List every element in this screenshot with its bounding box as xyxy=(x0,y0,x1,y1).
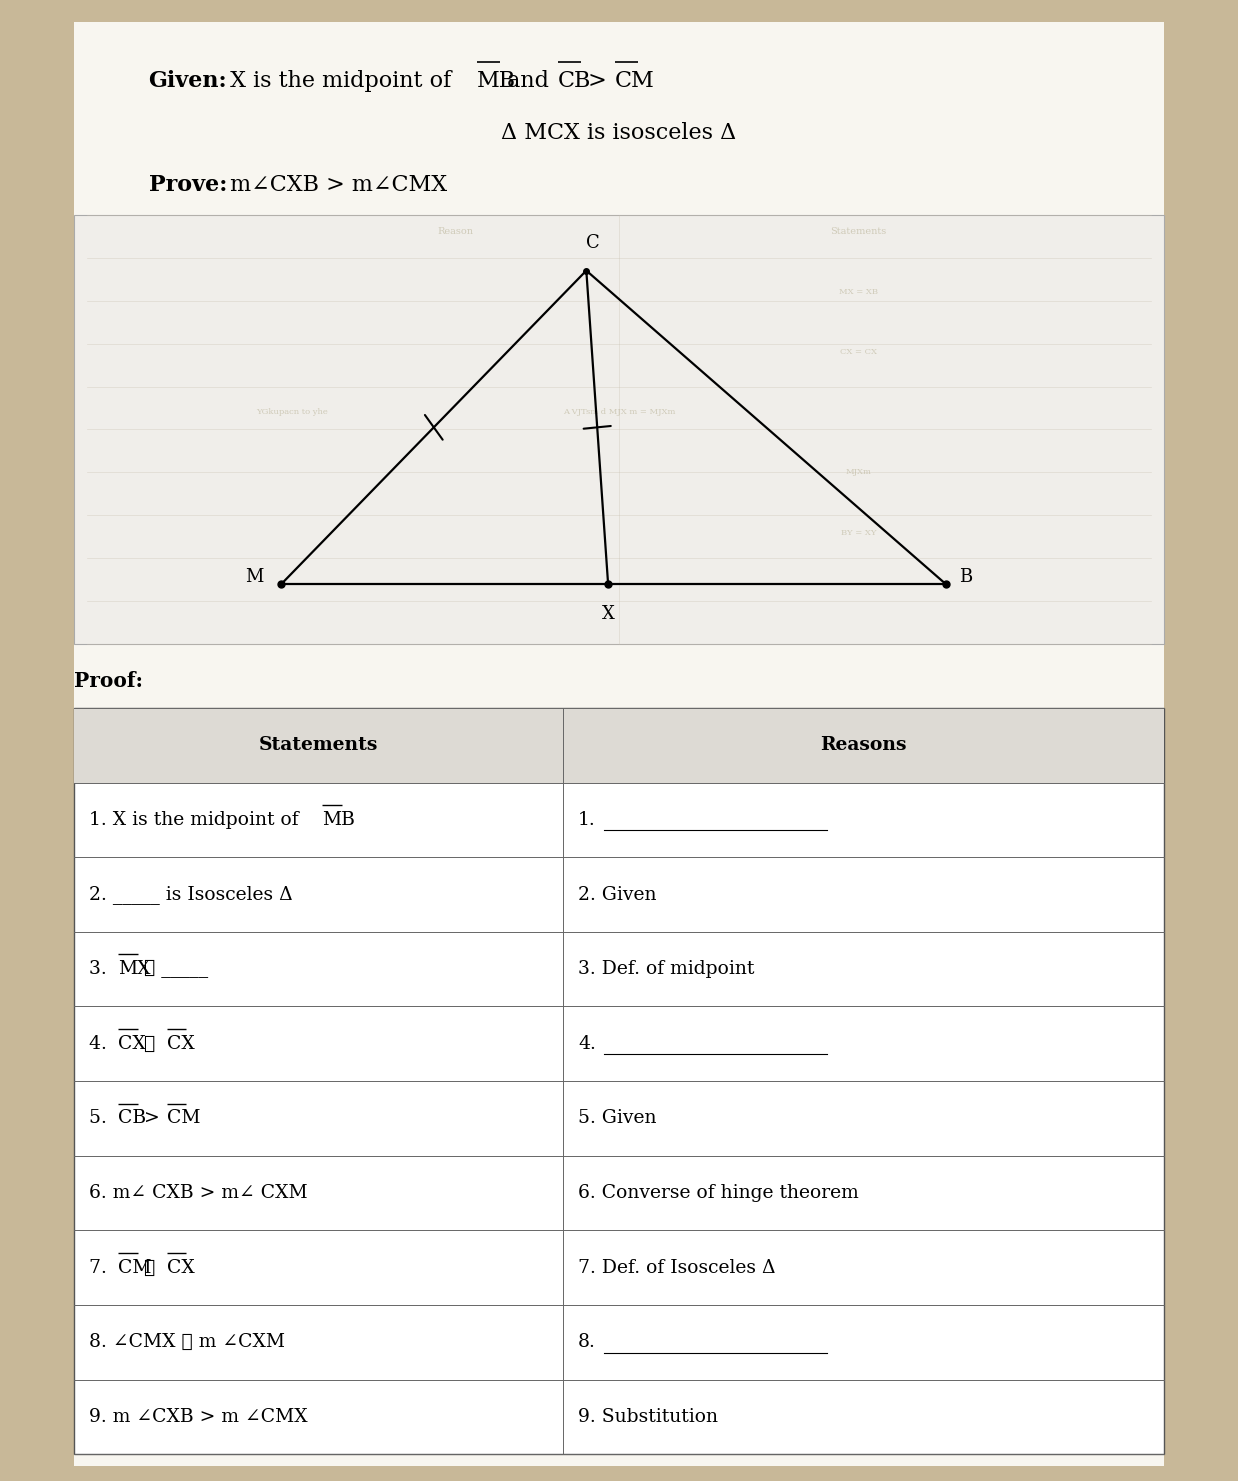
Text: Given:: Given: xyxy=(149,71,228,92)
Text: 5. Given: 5. Given xyxy=(578,1109,656,1127)
Text: M: M xyxy=(245,567,264,585)
Text: 9. m ∠CXB > m ∠CMX: 9. m ∠CXB > m ∠CMX xyxy=(89,1408,308,1426)
Text: CM: CM xyxy=(615,71,655,92)
Text: 4.: 4. xyxy=(578,1035,595,1053)
Text: CX: CX xyxy=(167,1259,194,1277)
Text: C: C xyxy=(586,234,599,252)
Text: Reasons: Reasons xyxy=(821,736,906,754)
Text: MB: MB xyxy=(322,812,355,829)
Text: MJXm: MJXm xyxy=(846,468,872,477)
Text: BY = XY: BY = XY xyxy=(841,529,877,536)
Text: Proof:: Proof: xyxy=(74,671,144,692)
Text: >: > xyxy=(137,1109,166,1127)
Text: 8.: 8. xyxy=(578,1333,595,1351)
Text: 3. Def. of midpoint: 3. Def. of midpoint xyxy=(578,960,754,977)
Text: >: > xyxy=(581,71,614,92)
Text: MX: MX xyxy=(119,960,151,977)
Text: CM: CM xyxy=(119,1259,152,1277)
Text: 1. X is the midpoint of: 1. X is the midpoint of xyxy=(89,812,305,829)
Bar xyxy=(74,708,1164,782)
Text: 9. Substitution: 9. Substitution xyxy=(578,1408,718,1426)
Text: Statements: Statements xyxy=(831,228,886,237)
Text: B: B xyxy=(959,567,973,585)
Text: Statements: Statements xyxy=(259,736,379,754)
Text: CB: CB xyxy=(119,1109,146,1127)
Text: 4.: 4. xyxy=(89,1035,113,1053)
Text: CX: CX xyxy=(119,1035,146,1053)
Text: YGkupacn to yhe: YGkupacn to yhe xyxy=(256,409,328,416)
Text: 6. m∠ CXB > m∠ CXM: 6. m∠ CXB > m∠ CXM xyxy=(89,1185,308,1203)
Text: Prove:: Prove: xyxy=(149,175,227,195)
Text: 3.: 3. xyxy=(89,960,113,977)
Text: 8. ∠CMX ≅ m ∠CXM: 8. ∠CMX ≅ m ∠CXM xyxy=(89,1333,285,1351)
Text: Reason: Reason xyxy=(437,228,474,237)
Text: m∠CXB > m∠CMX: m∠CXB > m∠CMX xyxy=(223,175,448,195)
Text: and: and xyxy=(500,71,556,92)
Text: ≅: ≅ xyxy=(137,1259,161,1277)
Text: MX = XB: MX = XB xyxy=(839,287,878,296)
Text: CM: CM xyxy=(167,1109,201,1127)
Text: 2. _____ is Isosceles Δ: 2. _____ is Isosceles Δ xyxy=(89,886,292,903)
Text: A VJTsm d MJX m = MJXm: A VJTsm d MJX m = MJXm xyxy=(563,409,675,416)
Text: ≅ _____: ≅ _____ xyxy=(137,960,208,977)
Bar xyxy=(74,22,1164,1466)
Text: 6. Converse of hinge theorem: 6. Converse of hinge theorem xyxy=(578,1185,859,1203)
Text: CB: CB xyxy=(557,71,591,92)
Text: CX: CX xyxy=(167,1035,194,1053)
Text: 7. Def. of Isosceles Δ: 7. Def. of Isosceles Δ xyxy=(578,1259,776,1277)
Text: 2. Given: 2. Given xyxy=(578,886,656,903)
Text: 5.: 5. xyxy=(89,1109,113,1127)
Text: 7.: 7. xyxy=(89,1259,113,1277)
Text: X: X xyxy=(602,606,614,624)
Text: X is the midpoint of: X is the midpoint of xyxy=(223,71,459,92)
Bar xyxy=(74,708,1164,1454)
Text: ≅: ≅ xyxy=(137,1035,161,1053)
Text: 1.: 1. xyxy=(578,812,595,829)
Bar xyxy=(74,215,1164,644)
Text: Δ MCX is isosceles Δ: Δ MCX is isosceles Δ xyxy=(501,123,737,144)
Text: MB: MB xyxy=(477,71,516,92)
Text: CX = CX: CX = CX xyxy=(841,348,878,357)
